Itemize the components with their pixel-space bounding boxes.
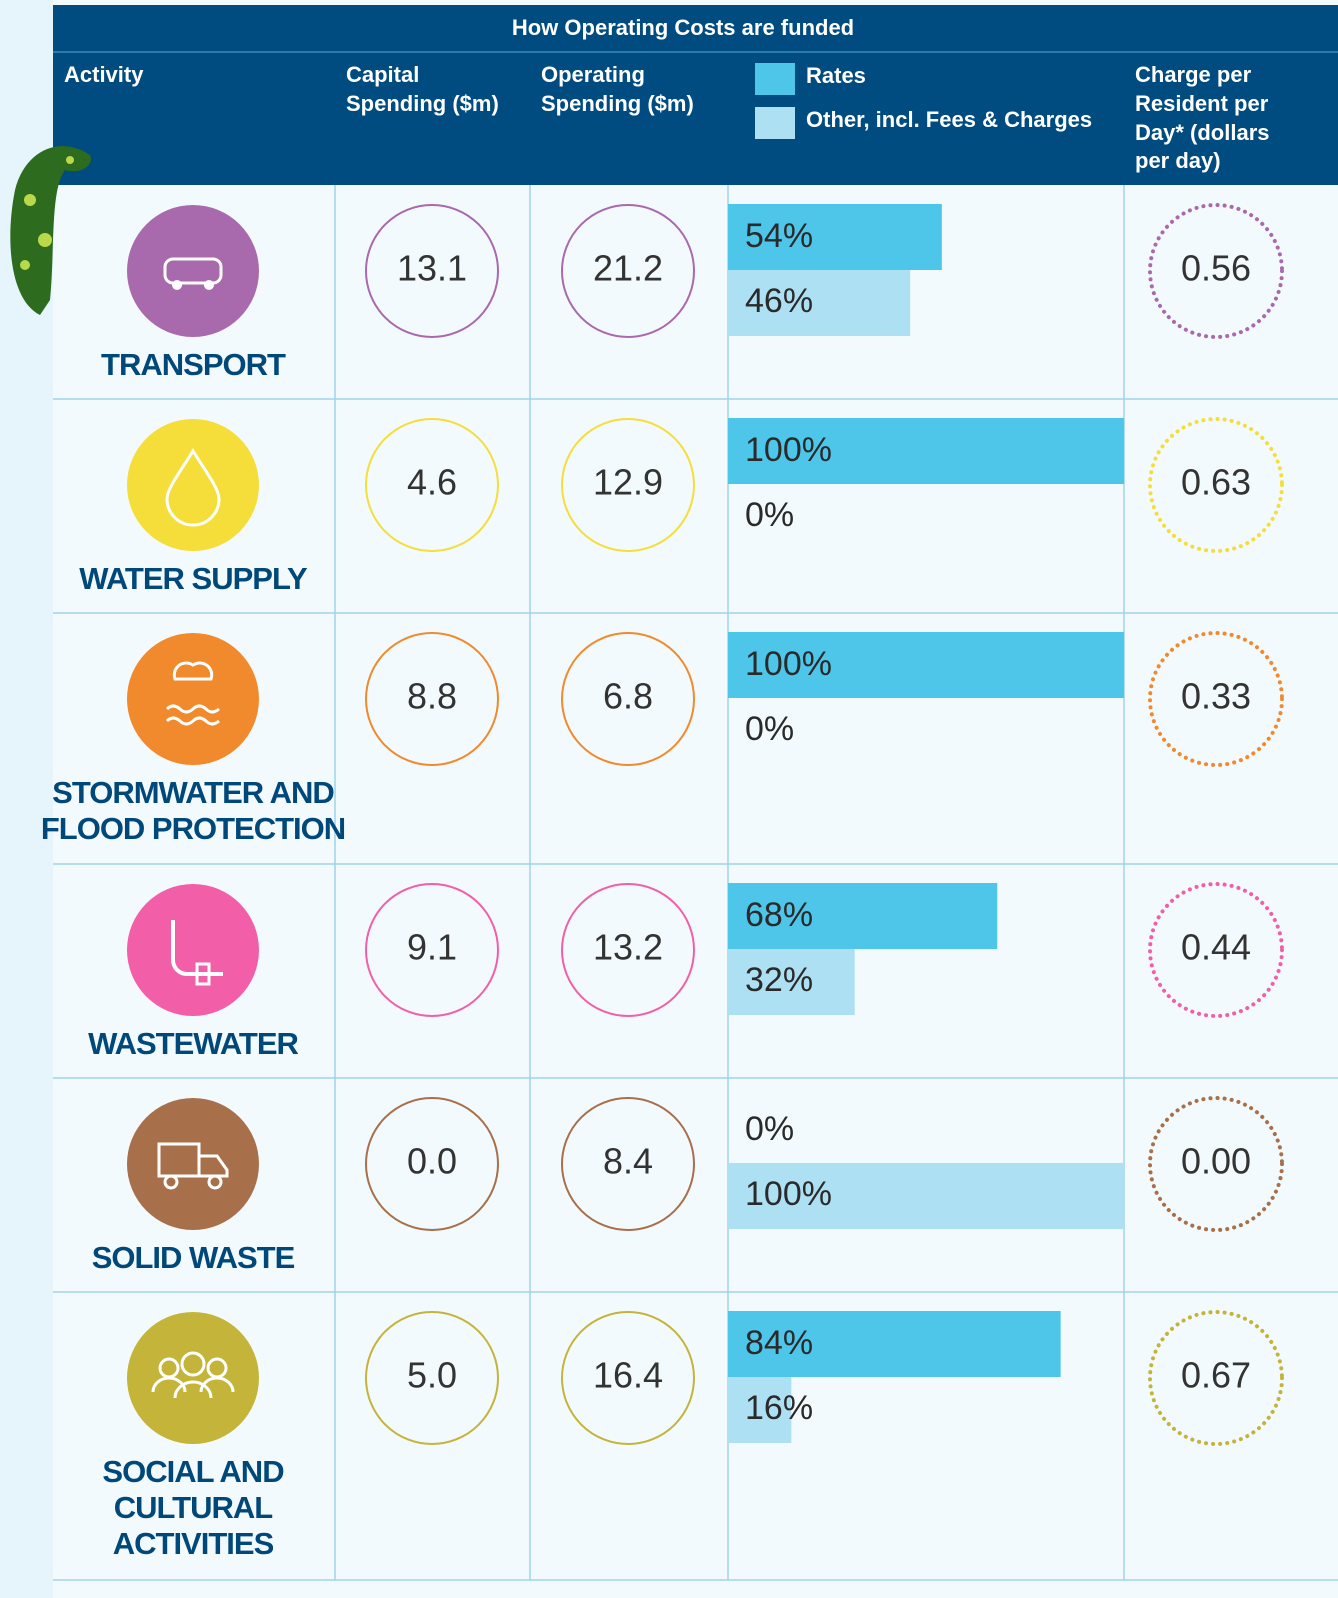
activity-icon xyxy=(127,205,259,337)
legend-label: Rates xyxy=(806,63,866,88)
legend-swatch xyxy=(755,63,795,95)
capital-value: 9.1 xyxy=(407,927,457,968)
capital-value: 5.0 xyxy=(407,1355,457,1396)
header-charge: Charge per xyxy=(1135,62,1252,87)
charge-value: 0.56 xyxy=(1181,248,1251,289)
header-charge: Day* (dollars xyxy=(1135,120,1270,145)
operating-value: 8.4 xyxy=(603,1141,653,1182)
charge-value: 0.00 xyxy=(1181,1141,1251,1182)
activity-icon xyxy=(127,633,259,765)
rates-label: 84% xyxy=(745,1324,813,1362)
header-charge: Resident per xyxy=(1135,91,1269,116)
operating-circle xyxy=(561,1097,695,1231)
charge-circle xyxy=(1148,1096,1284,1232)
capital-value: 13.1 xyxy=(397,248,467,289)
rates-bar xyxy=(728,883,998,949)
other-bar xyxy=(728,949,855,1015)
rates-bar xyxy=(728,204,942,270)
operating-circle xyxy=(561,1311,695,1445)
activity-name: WASTEWATER xyxy=(88,1026,298,1061)
other-label: 0% xyxy=(745,496,794,534)
activity-name: SOCIAL AND xyxy=(102,1454,284,1489)
charge-circle xyxy=(1148,631,1284,767)
icon-glyph xyxy=(163,257,223,290)
operating-value: 16.4 xyxy=(593,1355,663,1396)
icon-glyph xyxy=(165,448,221,527)
capital-value: 0.0 xyxy=(407,1141,457,1182)
header-title: How Operating Costs are funded xyxy=(512,15,854,40)
charge-value: 0.67 xyxy=(1181,1355,1251,1396)
rates-label: 0% xyxy=(745,1110,794,1148)
activity-icon xyxy=(127,884,259,1016)
rates-label: 100% xyxy=(745,431,832,469)
legend-label: Other, incl. Fees & Charges xyxy=(806,107,1092,132)
charge-circle xyxy=(1148,1310,1284,1446)
other-bar xyxy=(728,1377,792,1443)
other-label: 32% xyxy=(745,961,813,999)
activity-name: TRANSPORT xyxy=(101,347,286,382)
rates-label: 68% xyxy=(745,896,813,934)
other-label: 0% xyxy=(745,710,794,748)
activity-icon xyxy=(127,1098,259,1230)
capital-value: 4.6 xyxy=(407,462,457,503)
rates-bar xyxy=(728,418,1124,484)
operating-value: 21.2 xyxy=(593,248,663,289)
icon-glyph xyxy=(151,1351,235,1399)
rates-label: 54% xyxy=(745,217,813,255)
capital-circle xyxy=(365,883,499,1017)
operating-circle xyxy=(561,204,695,338)
rates-label: 100% xyxy=(745,645,832,683)
header-activity: Activity xyxy=(64,62,144,87)
operating-circle xyxy=(561,632,695,766)
capital-circle xyxy=(365,418,499,552)
other-label: 100% xyxy=(745,1175,832,1213)
capital-circle xyxy=(365,1311,499,1445)
capital-circle xyxy=(365,1097,499,1231)
rates-bar xyxy=(728,632,1124,698)
icon-glyph xyxy=(165,661,220,726)
header-capital: Spending ($m) xyxy=(346,91,499,116)
header-charge: per day) xyxy=(1135,148,1221,173)
rates-bar xyxy=(728,1311,1061,1377)
activity-name: STORMWATER AND xyxy=(52,775,334,810)
legend-swatch xyxy=(755,107,795,139)
operating-value: 13.2 xyxy=(593,927,663,968)
capital-circle xyxy=(365,204,499,338)
other-bar xyxy=(728,1163,1124,1229)
operating-circle xyxy=(561,883,695,1017)
header-capital: Capital xyxy=(346,62,419,87)
charge-circle xyxy=(1148,882,1284,1018)
icon-glyph xyxy=(157,1142,229,1190)
activity-name: FLOOD PROTECTION xyxy=(41,811,345,846)
activity-name: SOLID WASTE xyxy=(92,1240,295,1275)
operating-value: 12.9 xyxy=(593,462,663,503)
charge-circle xyxy=(1148,417,1284,553)
activity-icon xyxy=(127,419,259,551)
charge-value: 0.44 xyxy=(1181,927,1251,968)
operating-value: 6.8 xyxy=(603,676,653,717)
header-operating: Spending ($m) xyxy=(541,91,694,116)
header-operating: Operating xyxy=(541,62,645,87)
activity-name: ACTIVITIES xyxy=(113,1526,274,1561)
other-label: 46% xyxy=(745,282,813,320)
header-bg xyxy=(53,5,1338,185)
icon-glyph xyxy=(171,920,223,986)
operating-circle xyxy=(561,418,695,552)
gecko xyxy=(10,146,91,315)
capital-circle xyxy=(365,632,499,766)
other-bar xyxy=(728,270,911,336)
activity-name: CULTURAL xyxy=(114,1490,273,1525)
capital-value: 8.8 xyxy=(407,676,457,717)
activity-icon xyxy=(127,1312,259,1444)
activity-name: WATER SUPPLY xyxy=(79,561,308,596)
other-label: 16% xyxy=(745,1389,813,1427)
charge-circle xyxy=(1148,203,1284,339)
charge-value: 0.33 xyxy=(1181,676,1251,717)
charge-value: 0.63 xyxy=(1181,462,1251,503)
